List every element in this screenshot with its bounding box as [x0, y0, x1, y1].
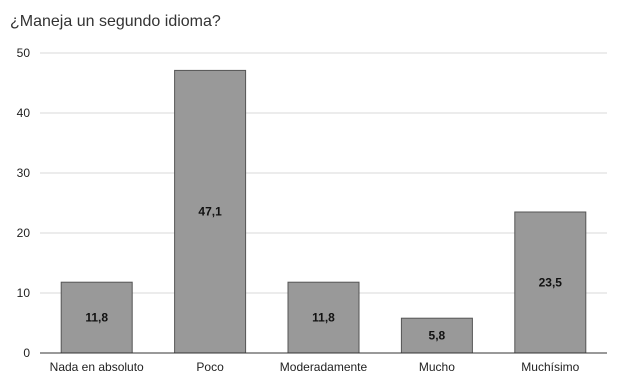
x-category-label: Mucho: [419, 360, 455, 374]
bar-data-label: 23,5: [539, 276, 563, 290]
x-category-label: Muchísimo: [521, 360, 579, 374]
y-axis: 0 10 20 30 40 50: [17, 46, 31, 360]
bar: [174, 69, 247, 354]
x-category-label: Nada en absoluto: [50, 360, 144, 374]
bar: [400, 317, 473, 354]
bar-data-label: 47,1: [198, 205, 222, 219]
y-tick-label: 40: [17, 106, 31, 120]
bar: [60, 281, 133, 354]
x-axis: Nada en absoluto Poco Moderadamente Mucho Mu…: [50, 360, 580, 374]
y-tick-label: 0: [23, 346, 30, 360]
y-tick-label: 50: [17, 46, 31, 60]
gridlines: [40, 52, 607, 294]
y-tick-label: 20: [17, 226, 31, 240]
bar-data-label: 5,8: [429, 329, 446, 343]
bar: [287, 281, 360, 354]
y-tick-label: 30: [17, 166, 31, 180]
bar-data-label: 11,8: [312, 311, 335, 325]
bar-data-label: 11,8: [85, 311, 108, 325]
bar: [514, 211, 587, 354]
bars: 11,8 47,1 11,8 5,8 23,5: [60, 69, 587, 354]
x-category-label: Moderadamente: [280, 360, 368, 374]
x-category-label: Poco: [196, 360, 224, 374]
chart-title: ¿Maneja un segundo idioma?: [10, 13, 221, 30]
y-tick-label: 10: [17, 286, 31, 300]
